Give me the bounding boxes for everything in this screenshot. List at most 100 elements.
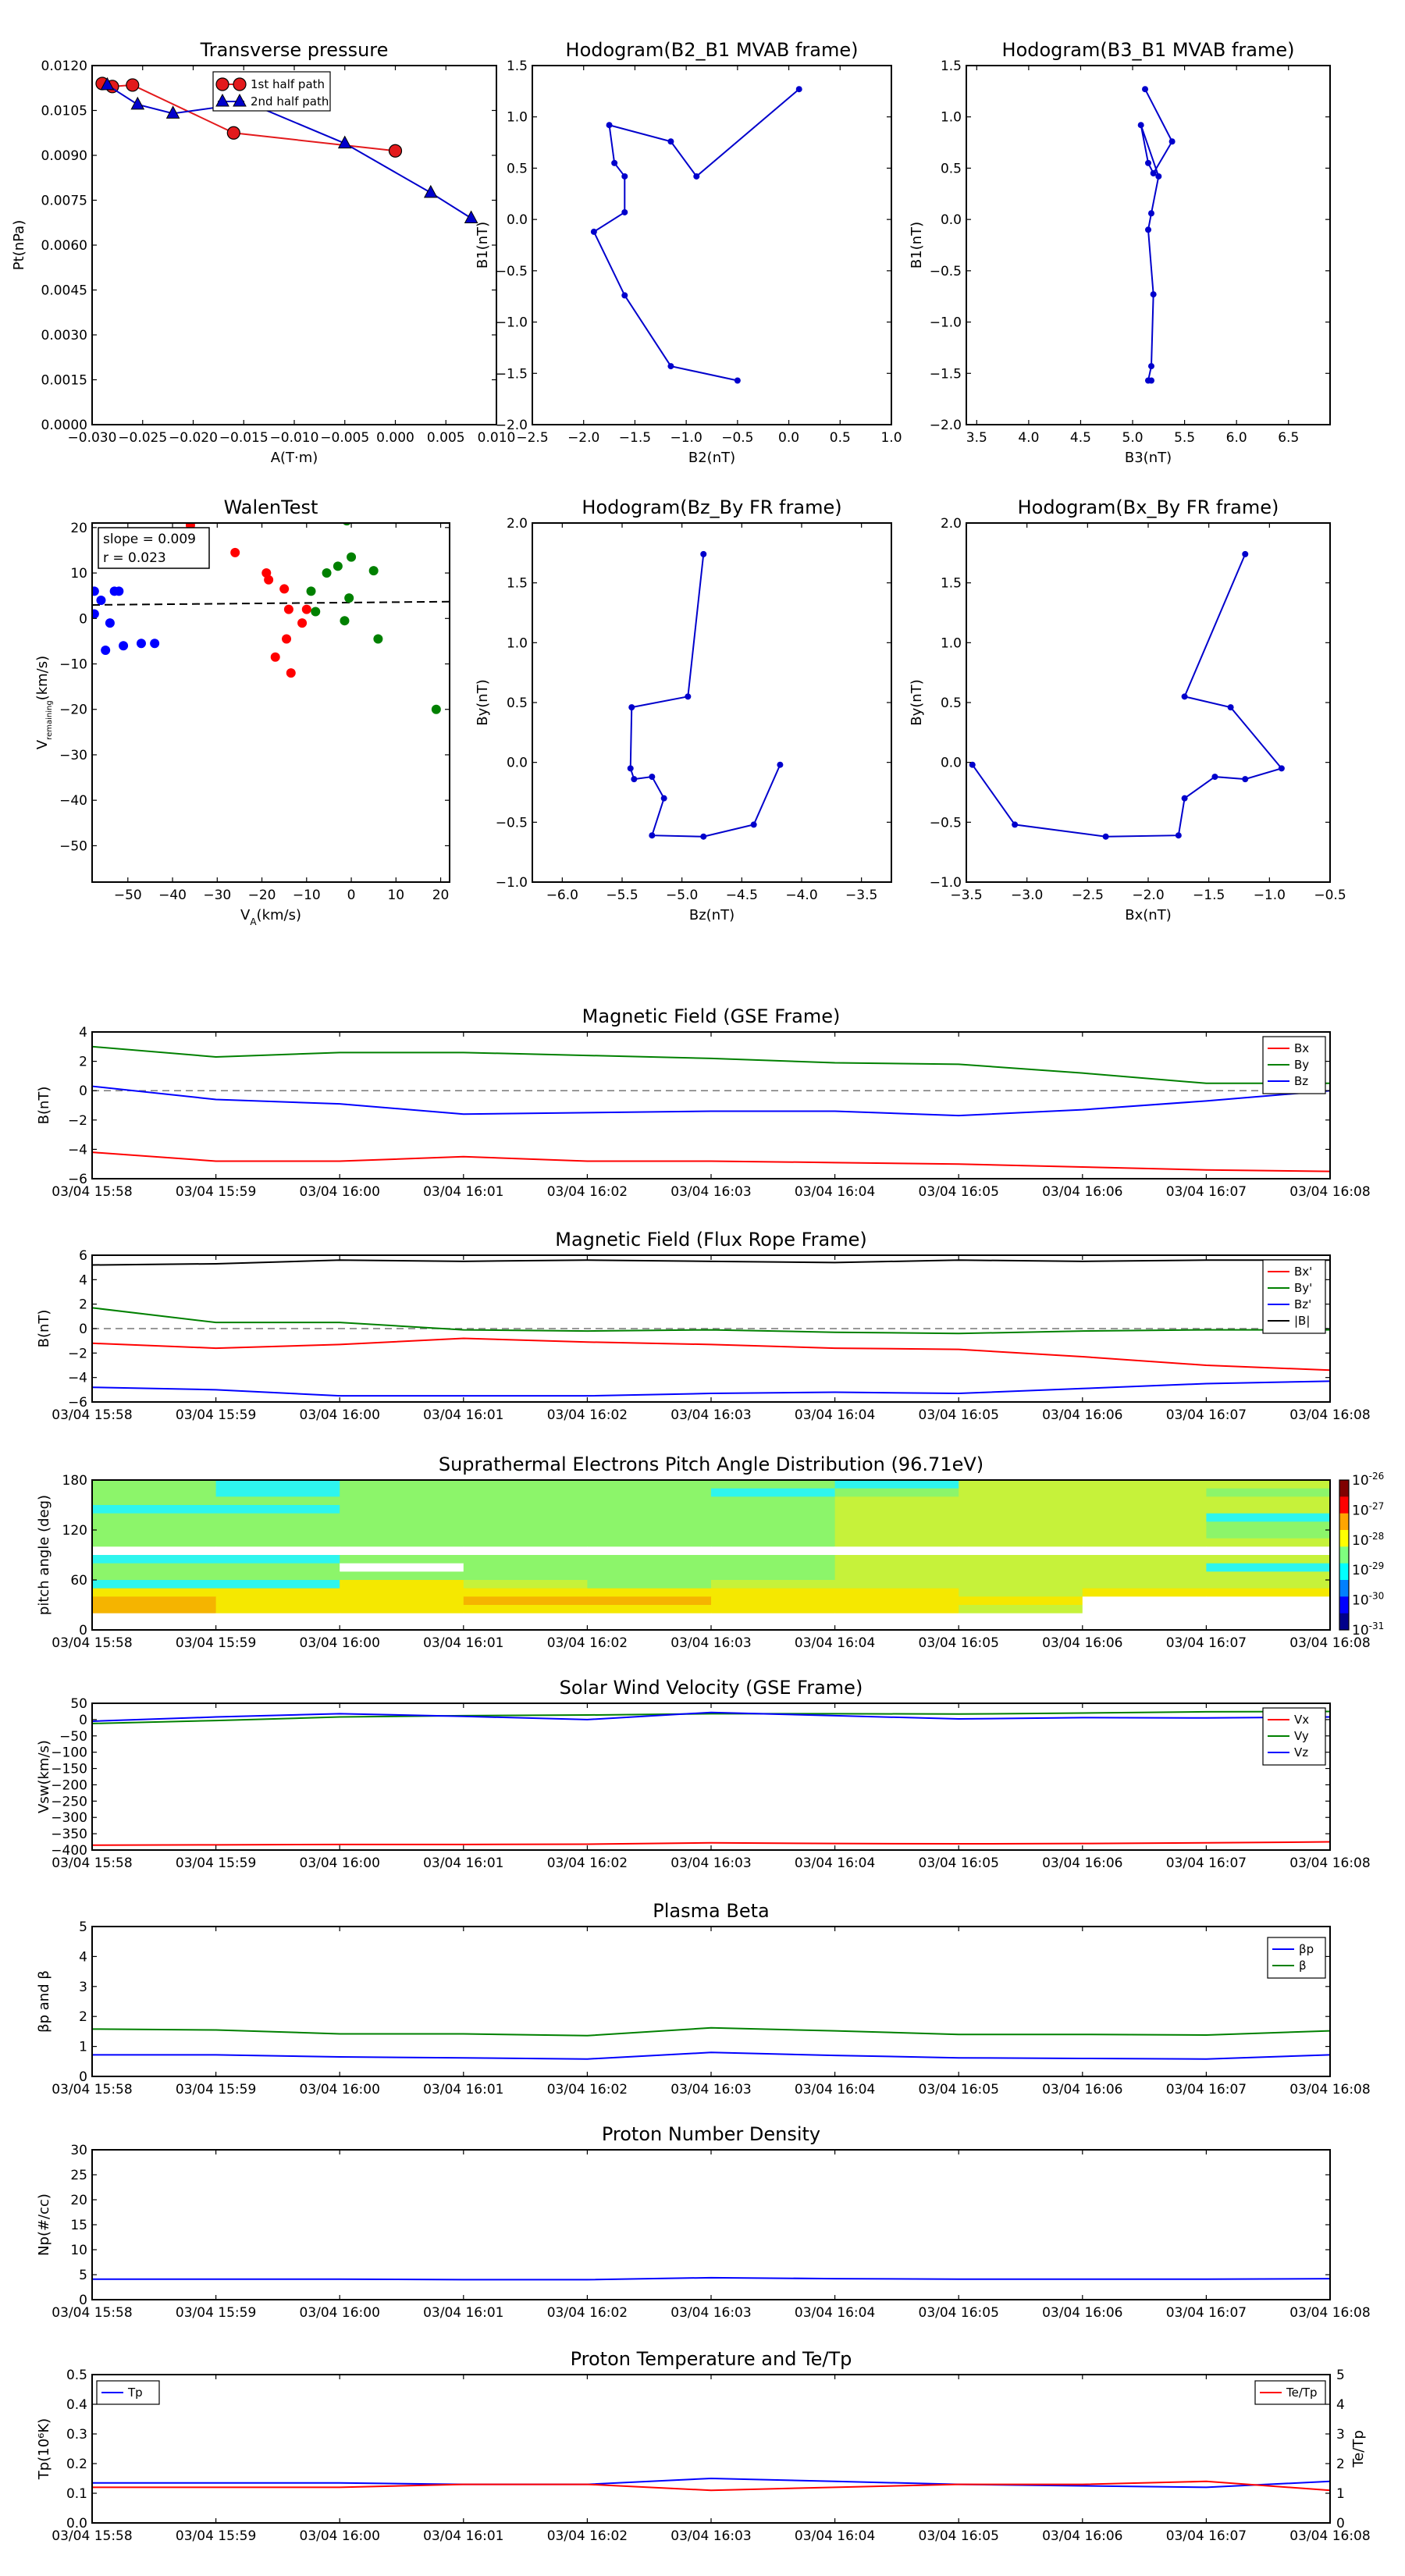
series-line [92, 2276, 1331, 2281]
data-point [621, 173, 628, 180]
heatmap-cell [587, 1555, 712, 1564]
heatmap-cell [834, 1621, 959, 1631]
heatmap-cell [1082, 1596, 1207, 1606]
heatmap-cell [1206, 1521, 1331, 1531]
y-axis-label: B(nT) [36, 1087, 52, 1125]
y-tick-label: −2.0 [496, 418, 528, 433]
heatmap-cell [215, 1546, 340, 1556]
scatter-point [114, 586, 124, 596]
x-tick-label: −0.5 [721, 430, 753, 446]
x-tick-label: 03/04 15:58 [52, 2528, 132, 2544]
y-tick-label: −6 [68, 1395, 87, 1411]
chart-title: Proton Temperature and Te/Tp [571, 2348, 852, 2370]
y-tick-label: 1.5 [507, 576, 528, 592]
heatmap-cell [340, 1480, 464, 1489]
chart-title: Magnetic Field (GSE Frame) [582, 1005, 841, 1027]
data-point [1147, 210, 1154, 217]
y-tick-label: 0.5 [507, 696, 528, 711]
heatmap-cell [587, 1480, 712, 1489]
x-tick-label: 03/04 16:05 [919, 2082, 999, 2097]
y-tick-label: 0.0 [507, 212, 528, 228]
x-tick-label: −0.5 [1314, 888, 1346, 903]
y-tick-label: 0.5 [66, 2368, 87, 2383]
heatmap-cell [834, 1480, 959, 1489]
y-tick-label: 0 [79, 1623, 87, 1638]
chart-h2: 3.5 4.0 4.5 5.0 5.5 6.0 6.5 −2.0 −1.5 −1.0 −0.5 0.0… [909, 59, 1331, 466]
fit-line [92, 600, 450, 606]
data-point [1142, 86, 1149, 93]
heatmap-cell [587, 1488, 712, 1497]
x-tick-label: −5.5 [606, 888, 638, 903]
x-tick-label: −2.0 [1132, 888, 1164, 903]
heatmap-cell [92, 1621, 217, 1631]
y-tick-label: −150 [51, 1762, 87, 1777]
heatmap-cell [1206, 1605, 1331, 1614]
legend-label: 1st half path [251, 77, 325, 91]
x-tick-label: 03/04 16:06 [1042, 2082, 1122, 2097]
heatmap-cell [711, 1621, 836, 1631]
data-point [628, 704, 635, 711]
data-point [590, 228, 597, 235]
x-tick-label: 03/04 16:02 [547, 2528, 628, 2544]
x-tick-label: 03/04 16:04 [795, 2082, 875, 2097]
heatmap-cell [1206, 1488, 1331, 1497]
scatter-point [150, 639, 160, 649]
heatmap-cell [1082, 1530, 1207, 1539]
heatmap-cell [587, 1563, 712, 1572]
heatmap-cell [92, 1496, 217, 1506]
colorbar-segment [1339, 1480, 1349, 1497]
heatmap-cell [1082, 1513, 1207, 1522]
heatmap-cell [959, 1596, 1083, 1606]
chart-title: Solar Wind Velocity (GSE Frame) [560, 1677, 863, 1699]
heatmap-cell [340, 1621, 464, 1631]
heatmap-cell [463, 1588, 588, 1597]
heatmap-cell [1082, 1555, 1207, 1564]
colorbar-segment [1339, 1546, 1349, 1564]
plot-frame [91, 2374, 1331, 2524]
plot-frame [91, 1926, 1331, 2077]
scatter-point [306, 586, 316, 596]
heatmap-cell [711, 1496, 836, 1506]
data-point [700, 833, 707, 840]
y-tick-label: 60 [70, 1573, 87, 1589]
heatmap-cell [1082, 1571, 1207, 1581]
y-tick-label: −4 [68, 1142, 87, 1158]
heatmap-cell [340, 1496, 464, 1506]
data-point [667, 363, 674, 370]
heatmap-cell [834, 1613, 959, 1622]
heatmap-cell [1206, 1513, 1331, 1522]
heatmap-cell [587, 1621, 712, 1631]
heatmap-cell [587, 1530, 712, 1539]
data-point [1168, 138, 1176, 145]
x-tick-label: 03/04 16:05 [919, 2528, 999, 2544]
colorbar-segment [1339, 1596, 1349, 1614]
x-tick-label: 03/04 16:03 [670, 1856, 751, 1871]
series-line [91, 1151, 1331, 1172]
y-tick-label: −40 [59, 793, 87, 809]
heatmap-cell [834, 1580, 959, 1589]
x-tick-label: −0.010 [270, 430, 319, 446]
series-line [91, 1307, 1330, 1335]
y-tick-label: 6 [79, 1248, 87, 1264]
y-tick-label: 2 [79, 1055, 87, 1070]
y-tick-label: 50 [70, 1696, 87, 1712]
y-tick-label: 10 [70, 566, 87, 582]
scatter-point [136, 639, 146, 649]
heatmap-cell [215, 1530, 340, 1539]
y-tick-label: 20 [70, 521, 87, 536]
x-tick-label: 03/04 16:04 [795, 2305, 875, 2321]
heatmap-cell [215, 1555, 340, 1564]
chart-title: WalenTest [224, 496, 318, 518]
heatmap-cell [92, 1538, 217, 1547]
heatmap-cell [1206, 1621, 1331, 1631]
heatmap-cell [1206, 1530, 1331, 1539]
y-tick-label: 0 [79, 611, 87, 627]
heatmap-cell [959, 1621, 1083, 1631]
y-tick-label: 0.5 [507, 161, 528, 176]
heatmap-cell [92, 1580, 217, 1589]
y-tick-label: 1.0 [507, 110, 528, 126]
heatmap-cell [1082, 1496, 1207, 1506]
y-tick-label: 0.0030 [41, 328, 87, 343]
y-tick-label: −2.0 [930, 418, 962, 433]
